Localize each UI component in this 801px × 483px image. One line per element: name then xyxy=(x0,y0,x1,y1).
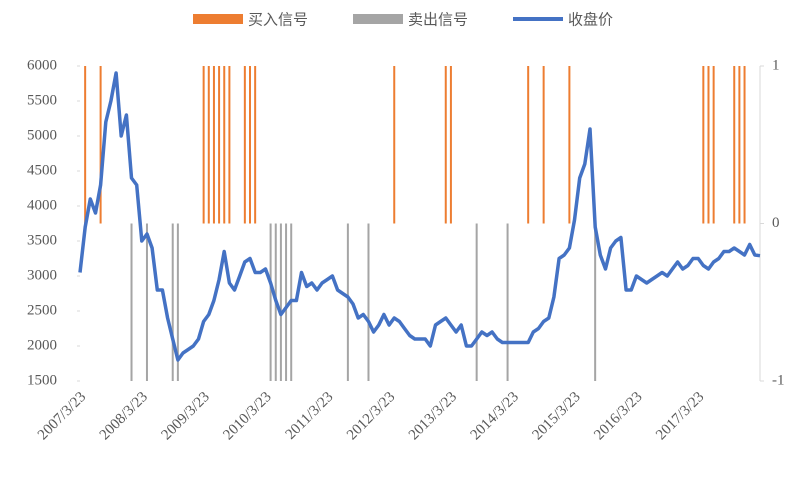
signal-bar xyxy=(449,66,452,224)
signal-bar xyxy=(346,223,349,381)
y-tick-label: 4500 xyxy=(27,162,57,178)
y-tick-label: 1500 xyxy=(27,372,57,388)
signal-bar xyxy=(99,66,102,224)
signal-bar xyxy=(243,66,246,224)
signal-bar xyxy=(212,66,215,224)
signal-bar xyxy=(249,66,251,224)
signal-bar xyxy=(254,66,257,224)
x-tick-label: 2014/3/23 xyxy=(468,389,522,443)
x-tick-label: 2012/3/23 xyxy=(344,389,398,443)
signal-bar xyxy=(743,66,746,224)
signal-bar xyxy=(207,66,210,224)
price-line xyxy=(78,71,761,362)
signal-bar xyxy=(367,223,370,381)
signal-bar xyxy=(475,223,478,381)
signal-bar xyxy=(171,223,174,381)
signal-bar xyxy=(712,66,715,224)
y2-tick-label: -1 xyxy=(772,372,785,388)
x-tick-label: 2008/3/23 xyxy=(97,389,151,443)
legend-label: 买入信号 xyxy=(248,11,308,29)
signal-bar xyxy=(527,66,530,224)
signal-bar xyxy=(202,66,205,224)
signal-bar xyxy=(707,66,710,224)
y-tick-label: 2500 xyxy=(27,302,57,318)
signal-bar xyxy=(269,223,272,381)
signal-bar xyxy=(285,223,288,381)
x-tick-label: 2007/3/23 xyxy=(35,389,89,443)
signal-bar xyxy=(145,223,148,381)
signal-bar xyxy=(542,66,545,224)
legend-label: 卖出信号 xyxy=(408,11,468,29)
signal-bar xyxy=(738,66,741,224)
y-tick-label: 6000 xyxy=(27,57,57,73)
x-tick-label: 2016/3/23 xyxy=(591,389,645,443)
signal-bar xyxy=(84,66,87,224)
signal-bar xyxy=(506,223,509,381)
signal-bar xyxy=(594,223,597,381)
signal-bar xyxy=(176,223,179,381)
x-tick-label: 2009/3/23 xyxy=(159,389,213,443)
x-tick-label: 2011/3/23 xyxy=(283,389,337,443)
signal-bar xyxy=(702,66,705,224)
x-tick-label: 2010/3/23 xyxy=(220,389,274,443)
x-tick-label: 2013/3/23 xyxy=(406,389,460,443)
y2-tick-label: 1 xyxy=(772,57,780,73)
legend-label: 收盘价 xyxy=(568,11,613,29)
y-tick-label: 4000 xyxy=(27,197,57,213)
y-tick-label: 5500 xyxy=(27,92,57,108)
signal-bar xyxy=(444,66,447,224)
signal-bar xyxy=(568,66,571,224)
y-tick-label: 5000 xyxy=(27,127,57,143)
y-tick-label: 3000 xyxy=(27,267,57,283)
signal-bar xyxy=(279,223,282,381)
signal-bar xyxy=(393,66,396,224)
signal-bar xyxy=(733,66,736,224)
legend-swatch xyxy=(193,14,243,24)
y-tick-label: 3500 xyxy=(27,232,57,248)
y-tick-label: 2000 xyxy=(27,337,57,353)
signal-bar xyxy=(218,66,221,224)
legend-swatch xyxy=(353,14,403,24)
x-tick-label: 2015/3/23 xyxy=(529,389,583,443)
signal-bar xyxy=(130,223,133,381)
x-tick-label: 2017/3/23 xyxy=(653,389,707,443)
signal-bar xyxy=(223,66,226,224)
signal-bar xyxy=(228,66,231,224)
y2-tick-label: 0 xyxy=(772,215,780,231)
